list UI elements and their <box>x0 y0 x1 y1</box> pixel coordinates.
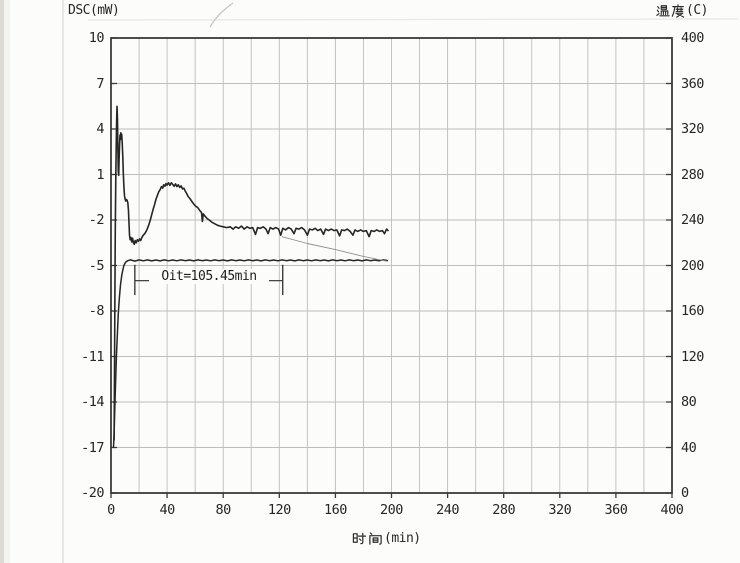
y-left-tick-label: -2 <box>88 212 105 228</box>
x-tick-label: 0 <box>107 502 115 518</box>
x-axis-title-unit: (min) <box>384 531 421 546</box>
glyph-jian-icon <box>369 532 382 545</box>
x-tick-label: 120 <box>267 502 291 518</box>
y-right-tick-label: 160 <box>681 303 704 319</box>
scan-edge-shadow <box>0 0 4 563</box>
glyph-du-icon <box>671 3 685 18</box>
y-right-tick-label: 320 <box>681 121 704 137</box>
x-tick-label: 200 <box>380 502 403 518</box>
scan-pen-smudge <box>209 2 234 28</box>
dsc-signal-curve <box>113 105 389 441</box>
baseline-extrapolation-curve <box>281 236 388 262</box>
glyph-shi-icon <box>352 532 367 545</box>
y-right-tick-label: 400 <box>681 30 704 46</box>
y-left-tick-label: -11 <box>81 348 104 365</box>
axis-tick-marks <box>110 37 673 498</box>
right-axis-title-unit: (C) <box>686 3 708 18</box>
x-tick-label: 240 <box>436 502 460 518</box>
x-tick-label: 360 <box>604 502 628 518</box>
scan-streak <box>87 18 739 21</box>
y-right-tick-label: 40 <box>681 439 697 456</box>
y-left-tick-label: -14 <box>81 394 104 410</box>
y-right-tick-label: 120 <box>681 348 704 365</box>
y-right-tick-label: 80 <box>681 394 697 410</box>
temperature-curve <box>112 259 389 449</box>
x-tick-label: 40 <box>159 502 175 518</box>
y-left-tick-label: -20 <box>81 485 104 501</box>
data-curves <box>112 105 389 449</box>
grid-lines <box>111 38 672 493</box>
y-right-tick-label: 280 <box>681 166 704 183</box>
left-axis-title: DSC(mW) <box>68 3 120 18</box>
y-right-tick-label: 0 <box>681 485 689 501</box>
x-tick-label: 280 <box>492 502 516 518</box>
glyph-wen-icon <box>656 4 670 16</box>
y-right-tick-label: 200 <box>681 257 704 274</box>
y-left-tick-label: 7 <box>96 75 104 92</box>
y-left-tick-label: 10 <box>88 30 105 46</box>
x-tick-label: 400 <box>660 502 684 518</box>
left-axis-title-text: DSC(mW) <box>68 3 120 18</box>
y-left-tick-label: -5 <box>88 257 105 274</box>
y-left-tick-label: 4 <box>96 121 104 137</box>
oit-annotation-label: Oit=105.45min <box>149 269 269 284</box>
x-axis-title: (min) <box>352 531 421 546</box>
x-tick-label: 320 <box>548 502 572 518</box>
y-right-tick-label: 360 <box>681 75 704 92</box>
y-left-tick-label: -17 <box>81 439 104 456</box>
right-axis-title: (C) <box>656 3 708 18</box>
y-right-tick-label: 240 <box>681 212 704 228</box>
x-tick-label: 80 <box>215 502 232 518</box>
x-tick-label: 160 <box>323 502 347 518</box>
y-left-tick-label: -8 <box>88 303 105 319</box>
y-left-tick-label: 1 <box>96 166 104 183</box>
scan-edge-fade <box>4 0 10 563</box>
